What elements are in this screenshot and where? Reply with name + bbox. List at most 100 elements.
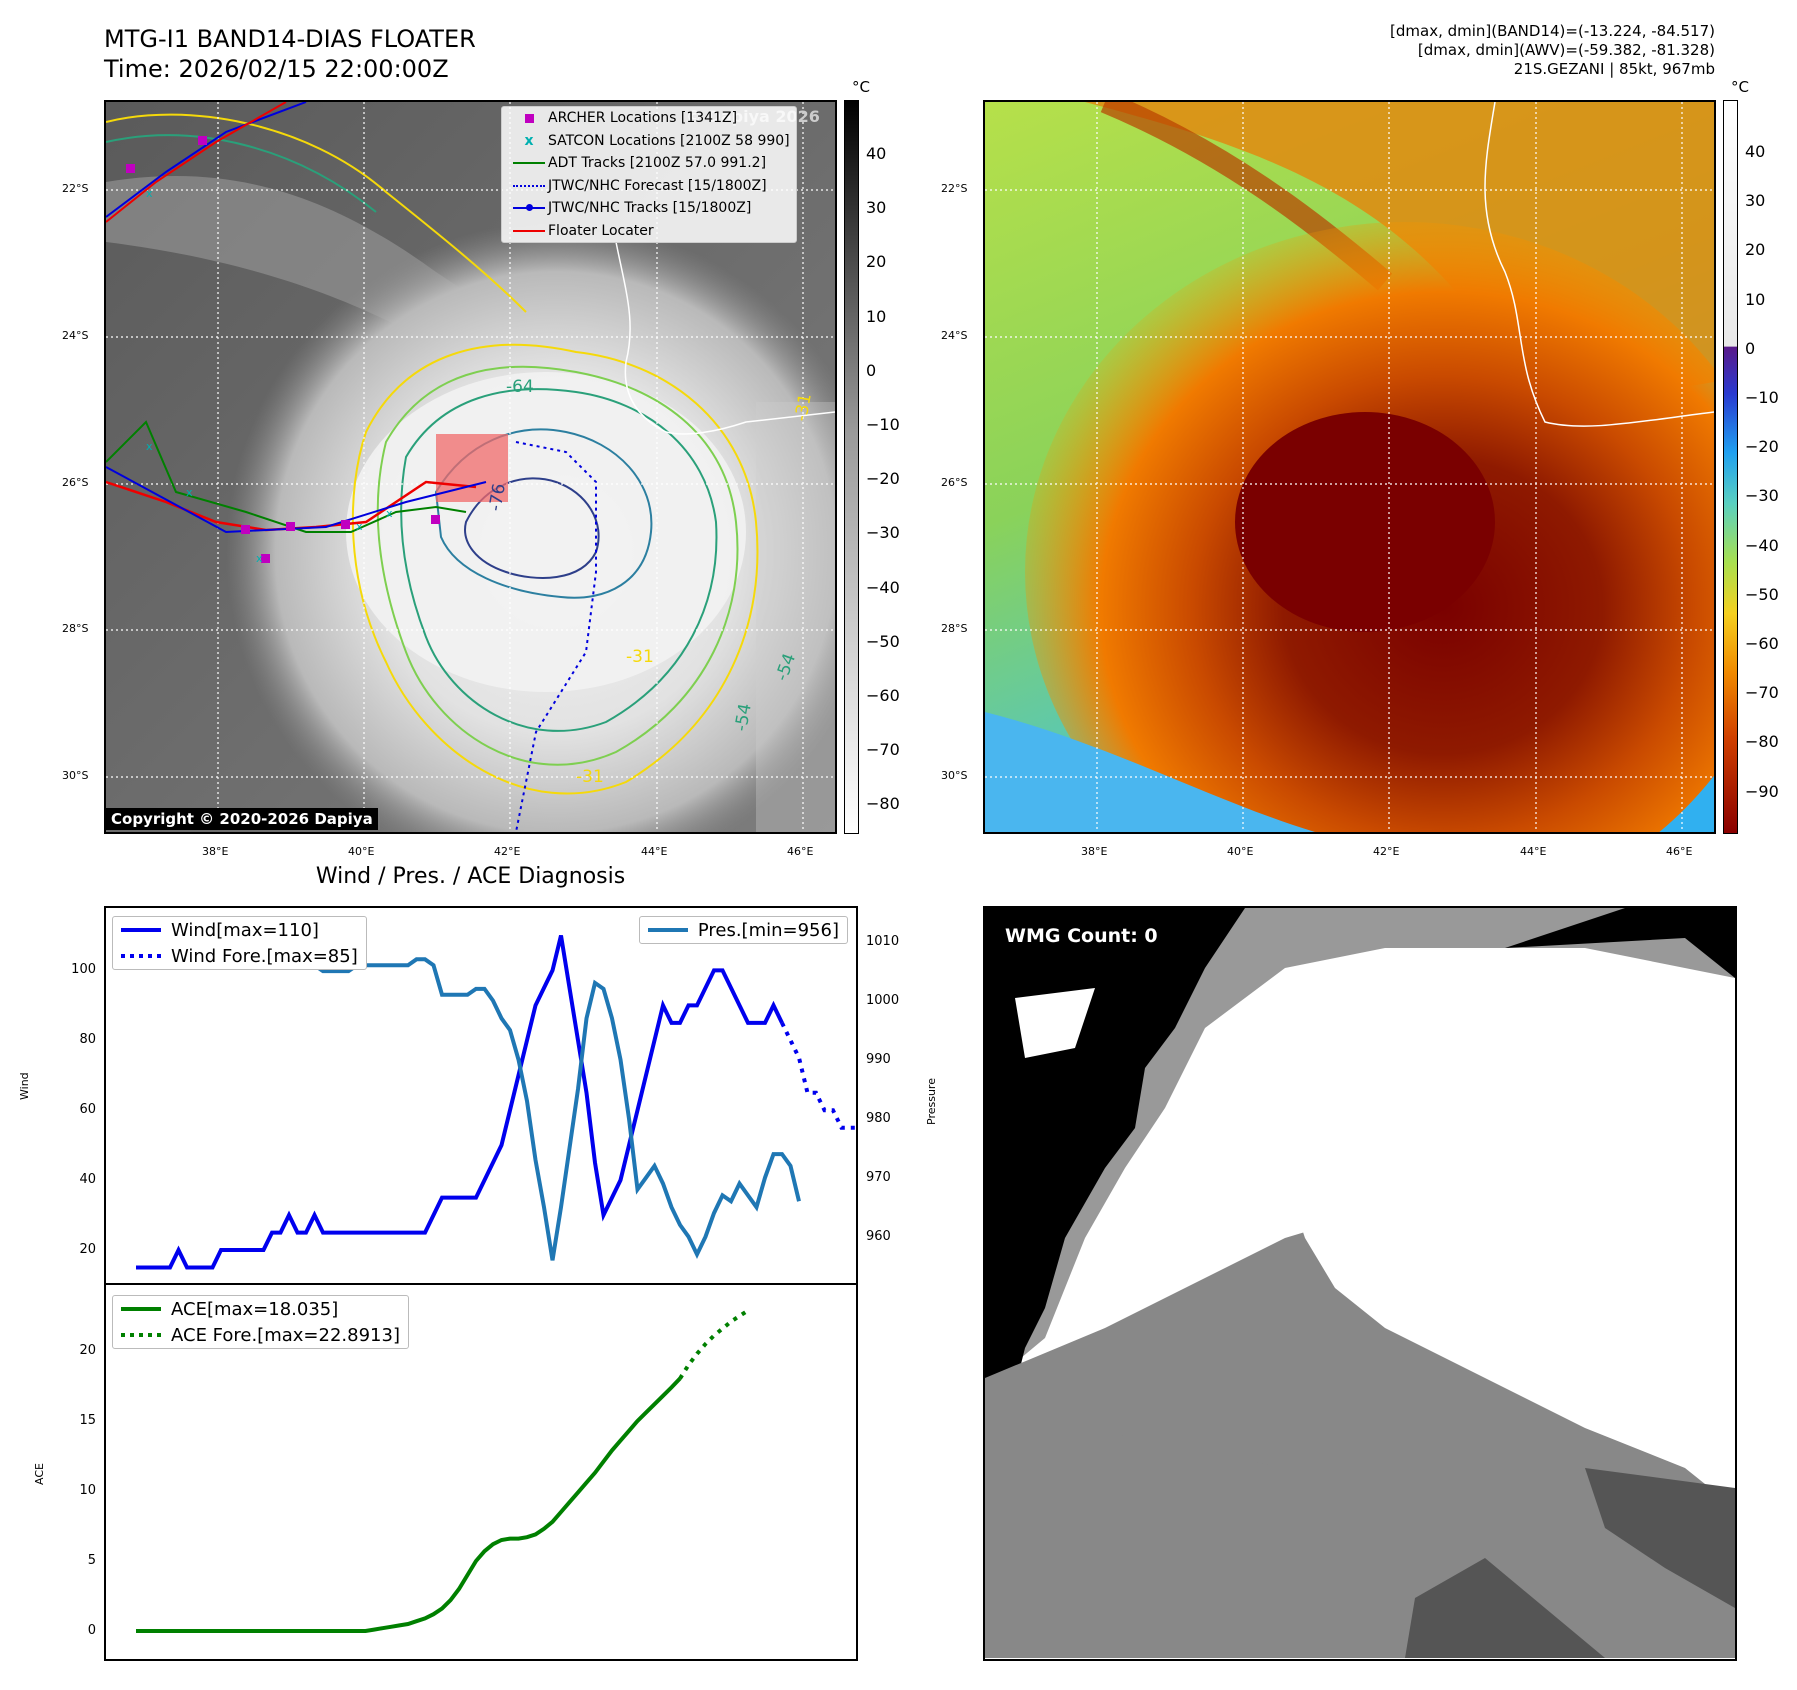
- legend-item: JTWC/NHC Forecast [15/1800Z]: [502, 175, 796, 198]
- colorbar-tick: −60: [866, 686, 900, 705]
- svg-text:x: x: [186, 486, 193, 499]
- axis-tick-label: 0: [87, 1623, 96, 1638]
- lon-label: 38°E: [1081, 845, 1108, 858]
- wmg-panel: WMG Count: 0: [983, 906, 1737, 1661]
- pressure-legend: Pres.[min=956]: [638, 916, 848, 944]
- colorbar-tick: 40: [1745, 142, 1766, 161]
- colorbar-tick: 30: [1745, 191, 1766, 211]
- colorbar-tick: 10: [1745, 289, 1766, 309]
- legend-item: ADT Tracks [2100Z 57.0 991.2]: [502, 152, 796, 175]
- colorbar-tick: −40: [866, 577, 900, 597]
- colorbar-tick: 20: [866, 252, 887, 272]
- legend-item: Wind Fore.[max=85]: [121, 945, 358, 967]
- lon-label: 40°E: [348, 845, 375, 858]
- contour-label: -76: [485, 482, 510, 513]
- contour-label: -54: [731, 702, 756, 733]
- contour-label: -64: [506, 377, 534, 397]
- colorbar-tick: −40: [1745, 535, 1779, 555]
- ace-plot: ACE[max=18.035] ACE Fore.[max=22.8913]: [104, 1283, 858, 1661]
- info-line-1: [dmax, dmin](BAND14)=(-13.224, -84.517): [1390, 22, 1715, 40]
- lon-label: 44°E: [1520, 845, 1547, 858]
- colorbar-tick: −20: [1745, 437, 1779, 457]
- colorbar-tick: −50: [866, 631, 900, 651]
- ir-colorbar-unit: °C: [852, 78, 870, 96]
- title-line-2: Time: 2026/02/15 22:00:00Z: [104, 55, 449, 83]
- colorbar-tick: −80: [1745, 732, 1779, 752]
- lon-label: 44°E: [641, 845, 668, 858]
- lat-label: 24°S: [62, 329, 89, 342]
- colorbar-tick: −10: [1745, 388, 1779, 407]
- colorbar-tick: −20: [866, 469, 900, 489]
- axis-tick-label: 40: [79, 1172, 96, 1188]
- ace-forecast-line: [678, 1308, 750, 1380]
- figure-title: MTG-I1 BAND14-DIAS FLOATER Time: 2026/02…: [104, 24, 476, 84]
- ir-legend: ARCHER Locations [1341Z] x SATCON Locatio…: [501, 106, 797, 243]
- contour-label: -31: [626, 647, 654, 667]
- contour-label: -31: [576, 767, 604, 787]
- axis-tick-label: 10: [79, 1483, 96, 1498]
- axis-tick-label: 80: [79, 1032, 96, 1048]
- wind-forecast-line: [780, 1021, 856, 1130]
- colorbar-tick: 20: [1745, 240, 1766, 260]
- colorbar-tick: −60: [1745, 634, 1779, 653]
- axis-tick-label: 980: [866, 1110, 891, 1126]
- axis-tick-label: 20: [79, 1343, 96, 1358]
- lon-label: 38°E: [202, 845, 229, 858]
- lat-label: 26°S: [62, 476, 89, 489]
- legend-item: Wind[max=110]: [121, 919, 319, 941]
- axis-tick-label: 1000: [866, 992, 900, 1008]
- colorbar-tick: −70: [1745, 683, 1779, 703]
- pressure-series-line: [134, 933, 801, 1261]
- ace-canvas: [136, 1308, 750, 1633]
- axis-tick-label: 60: [79, 1102, 96, 1118]
- axis-tick-label: 970: [866, 1169, 891, 1185]
- awv-imagery: [985, 102, 1714, 832]
- colorbar-tick: −80: [866, 794, 900, 814]
- svg-text:x: x: [146, 187, 153, 200]
- axis-tick-label: 15: [79, 1413, 96, 1428]
- colorbar-tick: −90: [1745, 781, 1779, 801]
- lat-label: 30°S: [62, 769, 89, 782]
- colorbar-tick: −30: [866, 523, 900, 543]
- lat-label: 28°S: [941, 622, 968, 635]
- ir-colorbar: [844, 100, 859, 834]
- lon-label: 46°E: [787, 845, 814, 858]
- colorbar-tick: 40: [866, 144, 887, 163]
- wmg-count-badge: WMG Count: 0: [997, 922, 1166, 950]
- legend-item: JTWC/NHC Tracks [15/1800Z]: [502, 197, 796, 220]
- lon-label: 42°E: [494, 845, 521, 858]
- wmg-imagery: [985, 908, 1735, 1658]
- svg-text:x: x: [386, 507, 393, 520]
- wind-series-line: [136, 935, 784, 1270]
- lat-label: 26°S: [941, 476, 968, 489]
- lat-label: 30°S: [941, 769, 968, 782]
- ace-legend: ACE[max=18.035] ACE Fore.[max=22.8913]: [112, 1295, 409, 1349]
- svg-text:x: x: [356, 520, 363, 533]
- axis-tick-label: 20: [79, 1242, 96, 1258]
- awv-panel: [983, 100, 1716, 834]
- colorbar-tick: 30: [866, 198, 887, 218]
- legend-item: Floater Locater: [502, 220, 796, 243]
- colorbar-tick: 0: [866, 360, 877, 380]
- axis-tick-label: 990: [866, 1051, 891, 1067]
- title-line-1: MTG-I1 BAND14-DIAS FLOATER: [104, 25, 476, 53]
- pressure-axis-label: Pressure: [925, 1078, 938, 1125]
- wind-legend: Wind[max=110] Wind Fore.[max=85]: [112, 916, 367, 970]
- lat-label: 24°S: [941, 329, 968, 342]
- lon-label: 42°E: [1373, 845, 1400, 858]
- lat-label: 28°S: [62, 622, 89, 635]
- legend-item: x SATCON Locations [2100Z 58 990]: [524, 132, 790, 149]
- colorbar-tick: 10: [866, 306, 887, 326]
- colorbar-tick: 0: [1745, 338, 1756, 358]
- legend-item: Pres.[min=956]: [647, 919, 839, 941]
- diagnosis-title: Wind / Pres. / ACE Diagnosis: [315, 864, 626, 889]
- lon-label: 40°E: [1227, 845, 1254, 858]
- axis-tick-label: 100: [71, 962, 96, 978]
- legend-item: ACE[max=18.035]: [121, 1298, 339, 1320]
- colorbar-tick: −10: [866, 415, 900, 434]
- lon-label: 46°E: [1666, 845, 1693, 858]
- storm-info: [dmax, dmin](BAND14)=(-13.224, -84.517) …: [1390, 22, 1715, 79]
- lat-label: 22°S: [62, 182, 89, 195]
- axis-tick-label: 5: [87, 1553, 96, 1568]
- axis-tick-label: 960: [866, 1228, 891, 1244]
